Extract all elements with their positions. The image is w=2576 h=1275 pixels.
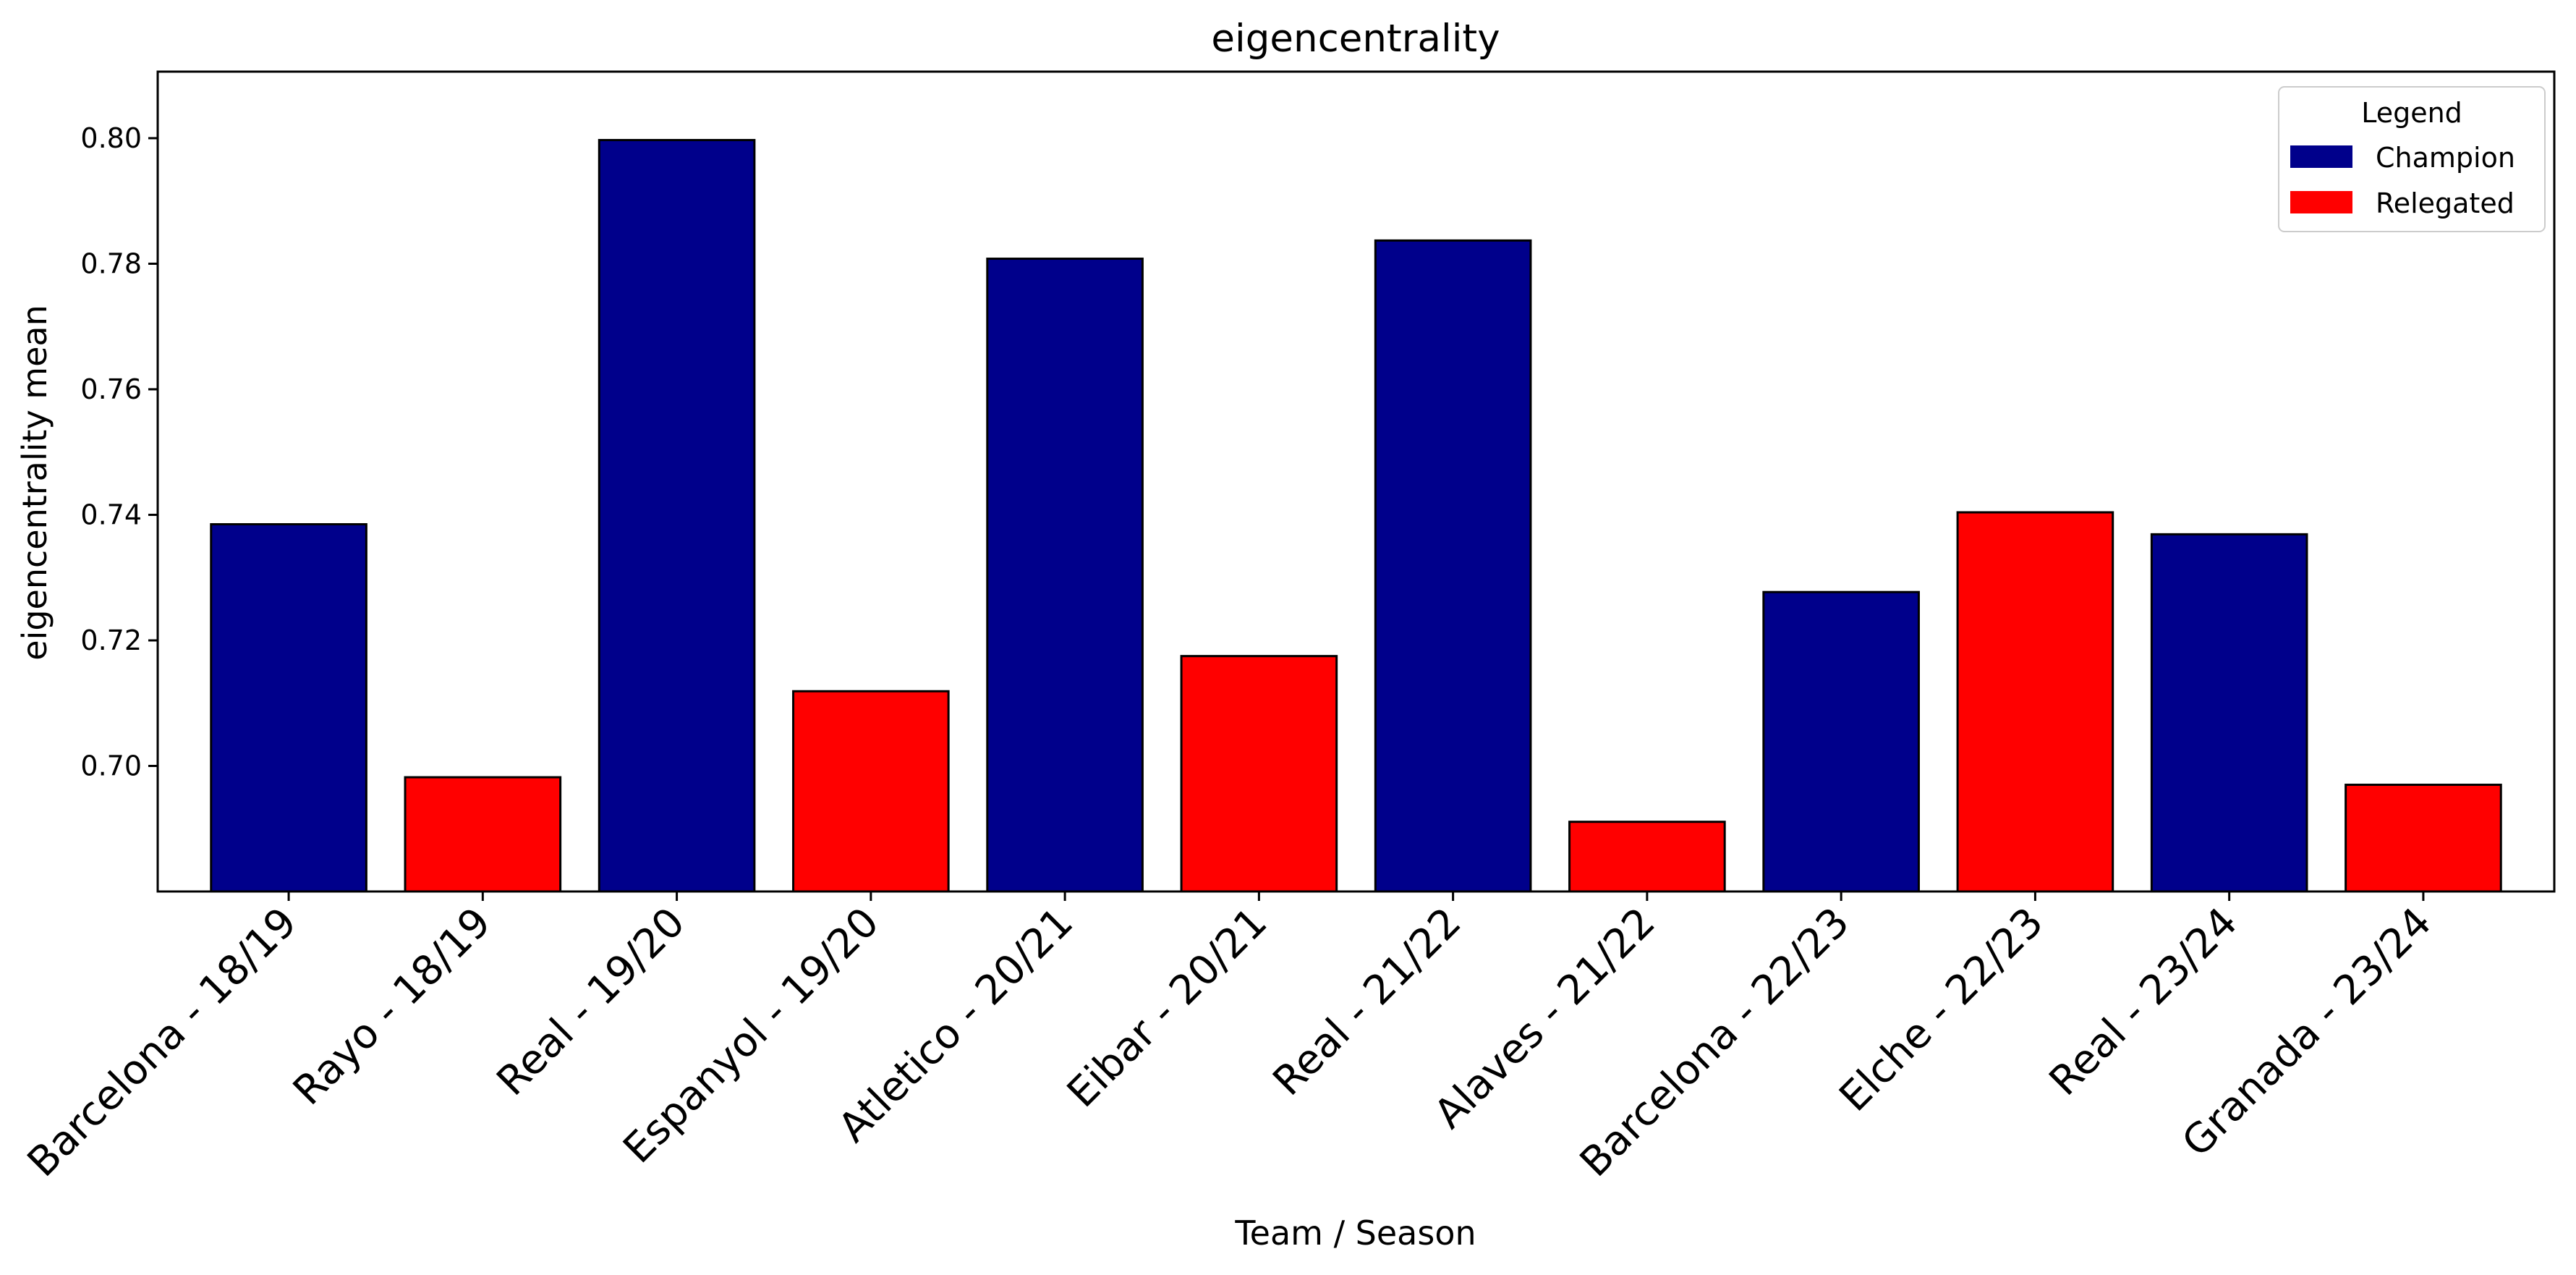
- plot-area: [210, 139, 2502, 893]
- legend-label-relegated: Relegated: [2376, 187, 2515, 219]
- y-tick-label: 0.78: [80, 247, 142, 279]
- y-axis-title: eigencentrality mean: [15, 305, 54, 661]
- y-tick-label: 0.72: [80, 624, 142, 656]
- bar-champion: [1762, 590, 1920, 893]
- legend-swatch-relegated: [2290, 191, 2352, 213]
- bar-champion: [986, 258, 1144, 893]
- legend: Legend Champion Relegated: [2278, 86, 2546, 232]
- bar-relegated: [1956, 511, 2114, 893]
- y-tick-label: 0.76: [80, 373, 142, 405]
- bar-champion: [210, 522, 367, 893]
- bar-champion: [1374, 239, 1532, 893]
- y-axis: 0.70 0.72 0.74 0.76 0.78 0.80: [80, 122, 158, 781]
- x-axis-title: Team / Season: [1234, 1213, 1476, 1253]
- legend-swatch-champion: [2290, 145, 2352, 168]
- y-tick-label: 0.80: [80, 122, 142, 154]
- bar-relegated: [1568, 821, 1726, 893]
- bar-relegated: [792, 690, 950, 893]
- bar-relegated: [1180, 655, 1338, 893]
- chart-title: eigencentrality: [1211, 17, 1500, 61]
- y-tick-label: 0.70: [80, 750, 142, 781]
- y-tick-label: 0.74: [80, 499, 142, 530]
- bar-champion: [2150, 533, 2308, 893]
- axes-frame: [156, 70, 2556, 893]
- bar-relegated: [2345, 784, 2502, 893]
- legend-label-champion: Champion: [2376, 142, 2515, 174]
- bar-relegated: [404, 776, 562, 893]
- bar-champion: [598, 139, 756, 893]
- legend-title: Legend: [2361, 97, 2462, 129]
